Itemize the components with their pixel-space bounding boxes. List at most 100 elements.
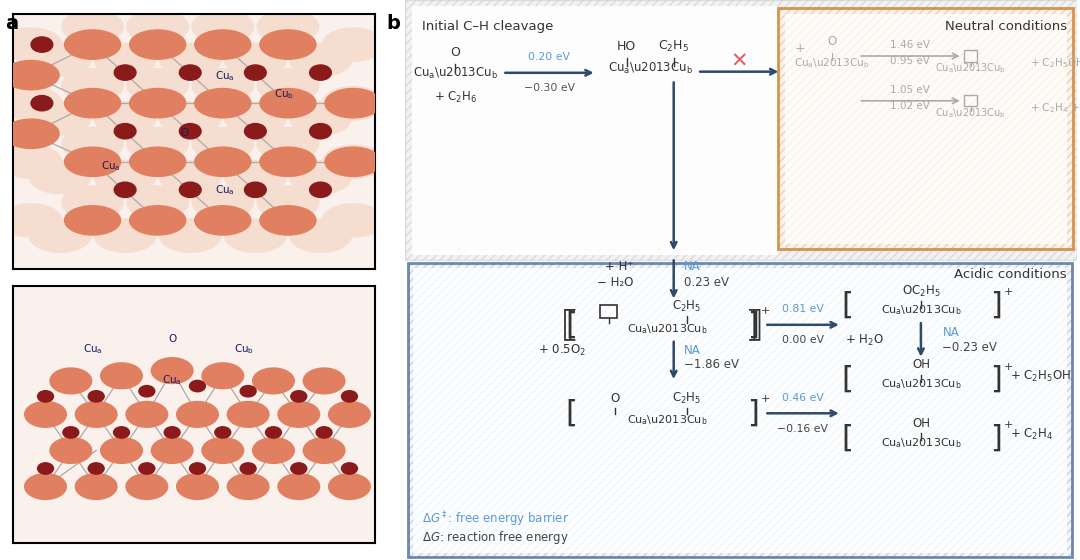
Text: a: a (5, 14, 18, 33)
Text: Cu$_\mathregular{b}$: Cu$_\mathregular{b}$ (234, 343, 255, 356)
Ellipse shape (0, 204, 62, 237)
Text: + 0.5O$_2$: + 0.5O$_2$ (538, 343, 586, 358)
Ellipse shape (289, 161, 351, 194)
Ellipse shape (50, 437, 92, 463)
Ellipse shape (253, 368, 294, 394)
Ellipse shape (29, 219, 91, 252)
Ellipse shape (194, 206, 251, 235)
Circle shape (244, 182, 267, 198)
Text: Cu$_\mathregular{a}$: Cu$_\mathregular{a}$ (215, 184, 234, 198)
Ellipse shape (278, 402, 320, 427)
Ellipse shape (65, 147, 121, 176)
Ellipse shape (257, 186, 319, 219)
Text: +: + (761, 306, 770, 316)
Ellipse shape (322, 145, 383, 178)
Text: OH: OH (912, 358, 930, 371)
Ellipse shape (260, 206, 316, 235)
Circle shape (89, 391, 104, 402)
Circle shape (244, 65, 267, 80)
Text: O: O (450, 46, 460, 59)
Text: O: O (168, 334, 176, 344)
Ellipse shape (322, 204, 383, 237)
Text: −0.30 eV: −0.30 eV (524, 83, 575, 94)
Ellipse shape (260, 147, 316, 176)
Text: NA: NA (684, 260, 701, 273)
Text: Cu$_\mathregular{a}$: Cu$_\mathregular{a}$ (83, 343, 103, 356)
Text: Cu$_\mathregular{b}$: Cu$_\mathregular{b}$ (274, 87, 295, 101)
Text: + C$_2$H$_4$: + C$_2$H$_4$ (1010, 427, 1053, 442)
Ellipse shape (130, 147, 186, 176)
Text: [: [ (841, 365, 853, 394)
Text: − H₂O: − H₂O (597, 276, 633, 288)
Circle shape (341, 463, 357, 474)
Text: + H$_2$O: + H$_2$O (845, 333, 883, 348)
Text: 0.81 eV: 0.81 eV (782, 304, 824, 314)
Ellipse shape (94, 219, 156, 252)
Text: −0.16 eV: −0.16 eV (778, 424, 828, 434)
Text: Cu$_\mathregular{a}$\u2013Cu$_\mathregular{b}$: Cu$_\mathregular{a}$\u2013Cu$_\mathregul… (880, 436, 961, 450)
Ellipse shape (289, 219, 351, 252)
Ellipse shape (25, 402, 66, 427)
Circle shape (189, 463, 205, 474)
Text: $\Delta G$: reaction free energy: $\Delta G$: reaction free energy (422, 529, 568, 546)
Text: Cu$_\mathregular{a}$\u2013Cu$_\mathregular{b}$: Cu$_\mathregular{a}$\u2013Cu$_\mathregul… (935, 62, 1007, 76)
Text: O: O (180, 128, 189, 138)
Circle shape (164, 427, 180, 438)
Ellipse shape (325, 88, 381, 118)
Ellipse shape (225, 161, 286, 194)
Text: [: [ (566, 310, 578, 339)
Text: −1.86 eV: −1.86 eV (684, 358, 739, 371)
Text: Cu$_\mathregular{a}$\u2013Cu$_\mathregular{b}$: Cu$_\mathregular{a}$\u2013Cu$_\mathregul… (608, 60, 692, 76)
Circle shape (179, 65, 201, 80)
Ellipse shape (127, 69, 188, 102)
Ellipse shape (303, 437, 345, 463)
Text: [: [ (566, 399, 578, 428)
Ellipse shape (192, 186, 254, 219)
Text: $\Delta G^\ddagger$: free energy barrier: $\Delta G^\ddagger$: free energy barrier (422, 510, 569, 530)
Text: −0.23 eV: −0.23 eV (943, 340, 997, 353)
Ellipse shape (65, 206, 121, 235)
Circle shape (341, 391, 357, 402)
Text: Cu$_\mathregular{a}$\u2013Cu$_\mathregular{b}$: Cu$_\mathregular{a}$\u2013Cu$_\mathregul… (880, 304, 961, 318)
Ellipse shape (202, 437, 244, 463)
Circle shape (113, 427, 130, 438)
Text: C$_2$H$_5$: C$_2$H$_5$ (673, 298, 702, 314)
Ellipse shape (3, 119, 59, 148)
Circle shape (179, 182, 201, 198)
Ellipse shape (100, 437, 143, 463)
Text: O: O (610, 392, 620, 405)
Ellipse shape (3, 60, 59, 90)
Ellipse shape (127, 10, 188, 43)
Text: Initial C–H cleavage: Initial C–H cleavage (422, 20, 553, 32)
Text: ]: ] (990, 423, 1002, 452)
Bar (599, 305, 618, 318)
Circle shape (215, 427, 231, 438)
Ellipse shape (76, 474, 117, 500)
Ellipse shape (151, 358, 193, 384)
Ellipse shape (227, 402, 269, 427)
Ellipse shape (160, 219, 221, 252)
Ellipse shape (328, 474, 370, 500)
Ellipse shape (29, 161, 91, 194)
Text: b: b (387, 14, 401, 33)
Text: +: + (1004, 420, 1014, 430)
Ellipse shape (278, 474, 320, 500)
Ellipse shape (289, 43, 351, 76)
Ellipse shape (328, 402, 370, 427)
Circle shape (310, 124, 332, 139)
Ellipse shape (192, 127, 254, 161)
Ellipse shape (100, 363, 143, 389)
Ellipse shape (177, 474, 218, 500)
Circle shape (89, 463, 104, 474)
Ellipse shape (65, 88, 121, 118)
Ellipse shape (62, 10, 123, 43)
FancyBboxPatch shape (405, 0, 1077, 260)
Ellipse shape (25, 474, 66, 500)
Text: NA: NA (684, 344, 701, 357)
Ellipse shape (225, 219, 286, 252)
Circle shape (139, 385, 154, 397)
Text: + C$_2$H$_5$OH: + C$_2$H$_5$OH (1010, 368, 1070, 384)
Text: ⟦: ⟦ (561, 308, 579, 342)
Ellipse shape (194, 88, 251, 118)
Ellipse shape (260, 30, 316, 59)
